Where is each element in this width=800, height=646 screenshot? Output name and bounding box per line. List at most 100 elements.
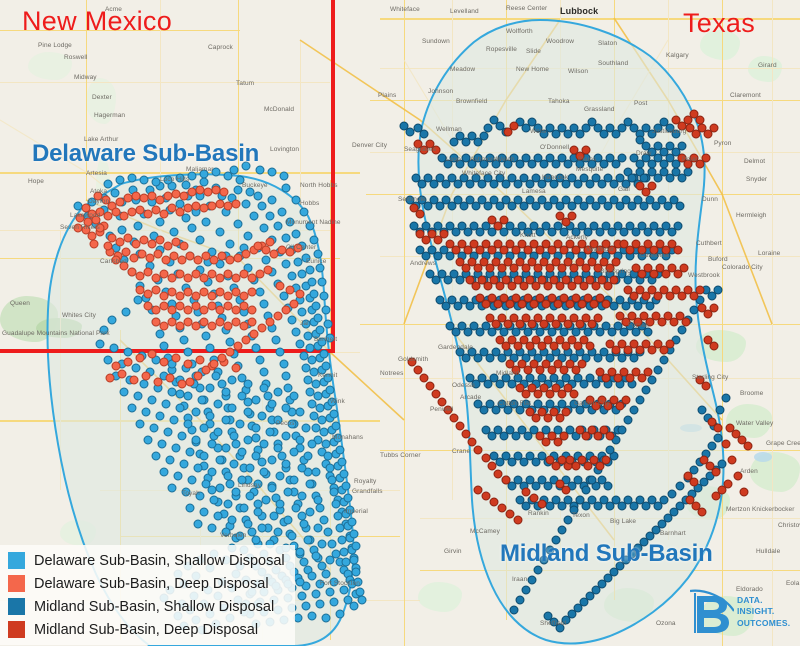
well-marker-ds[interactable] (251, 395, 261, 405)
well-marker-md[interactable] (711, 467, 721, 477)
well-marker-ds[interactable] (201, 479, 211, 489)
well-marker-ds[interactable] (155, 217, 165, 227)
well-marker-ds[interactable] (305, 479, 315, 489)
well-marker-ds[interactable] (295, 577, 305, 587)
well-marker-ds[interactable] (179, 459, 189, 469)
well-marker-dd[interactable] (193, 371, 203, 381)
well-marker-ds[interactable] (343, 493, 353, 503)
well-marker-ds[interactable] (281, 233, 291, 243)
well-marker-dd[interactable] (159, 357, 169, 367)
well-marker-ds[interactable] (317, 337, 327, 347)
well-marker-md[interactable] (493, 469, 503, 479)
well-marker-md[interactable] (621, 395, 631, 405)
well-marker-dd[interactable] (231, 363, 241, 373)
well-marker-dd[interactable] (171, 353, 181, 363)
well-marker-ds[interactable] (345, 505, 355, 515)
well-marker-ds[interactable] (155, 411, 165, 421)
well-marker-ds[interactable] (241, 199, 251, 209)
well-marker-ds[interactable] (253, 507, 263, 517)
well-marker-ds[interactable] (181, 487, 191, 497)
well-marker-dd[interactable] (295, 289, 305, 299)
well-marker-ds[interactable] (307, 439, 317, 449)
well-marker-ds[interactable] (349, 601, 359, 611)
well-marker-ds[interactable] (291, 327, 301, 337)
well-marker-md[interactable] (697, 507, 707, 517)
well-marker-ds[interactable] (205, 411, 215, 421)
well-marker-ds[interactable] (191, 407, 201, 417)
well-marker-ds[interactable] (311, 301, 321, 311)
well-marker-md[interactable] (601, 455, 611, 465)
well-marker-md[interactable] (709, 341, 719, 351)
well-marker-md[interactable] (695, 115, 705, 125)
well-marker-md[interactable] (611, 257, 621, 267)
well-marker-ds[interactable] (211, 167, 221, 177)
well-marker-ds[interactable] (315, 263, 325, 273)
well-marker-md[interactable] (461, 429, 471, 439)
well-marker-ds[interactable] (183, 391, 193, 401)
well-marker-ds[interactable] (267, 167, 277, 177)
well-marker-ds[interactable] (259, 367, 269, 377)
well-marker-ds[interactable] (235, 419, 245, 429)
well-marker-dd[interactable] (217, 353, 227, 363)
well-marker-ds[interactable] (349, 529, 359, 539)
well-marker-ds[interactable] (295, 339, 305, 349)
well-marker-dd[interactable] (285, 285, 295, 295)
well-marker-ds[interactable] (143, 435, 153, 445)
well-marker-ds[interactable] (95, 339, 105, 349)
well-marker-ds[interactable] (329, 409, 339, 419)
well-marker-ds[interactable] (225, 239, 235, 249)
well-marker-ds[interactable] (325, 333, 335, 343)
well-marker-ms[interactable] (675, 481, 685, 491)
well-marker-md[interactable] (647, 181, 657, 191)
well-marker-ds[interactable] (133, 391, 143, 401)
well-marker-ms[interactable] (509, 605, 519, 615)
well-marker-ds[interactable] (235, 531, 245, 541)
well-marker-ds[interactable] (213, 427, 223, 437)
well-marker-md[interactable] (577, 359, 587, 369)
well-marker-ms[interactable] (515, 595, 525, 605)
well-marker-ds[interactable] (227, 403, 237, 413)
well-marker-ds[interactable] (259, 383, 269, 393)
well-marker-ms[interactable] (675, 201, 685, 211)
well-marker-ds[interactable] (193, 519, 203, 529)
well-marker-md[interactable] (689, 477, 699, 487)
well-marker-ds[interactable] (183, 347, 193, 357)
well-marker-ds[interactable] (281, 459, 291, 469)
well-marker-ds[interactable] (257, 457, 267, 467)
well-marker-dd[interactable] (209, 359, 219, 369)
well-marker-ds[interactable] (127, 173, 137, 183)
well-marker-md[interactable] (559, 431, 569, 441)
well-marker-ds[interactable] (277, 207, 287, 217)
well-marker-md[interactable] (567, 211, 577, 221)
well-marker-ds[interactable] (283, 487, 293, 497)
well-marker-ds[interactable] (199, 169, 209, 179)
well-marker-ds[interactable] (243, 379, 253, 389)
well-marker-ds[interactable] (119, 387, 129, 397)
well-marker-ms[interactable] (653, 365, 663, 375)
well-marker-ds[interactable] (173, 471, 183, 481)
well-marker-dd[interactable] (225, 347, 235, 357)
well-marker-ds[interactable] (279, 291, 289, 301)
well-marker-dd[interactable] (135, 353, 145, 363)
well-marker-ms[interactable] (527, 575, 537, 585)
well-marker-ds[interactable] (211, 371, 221, 381)
well-marker-ds[interactable] (287, 419, 297, 429)
well-marker-ds[interactable] (323, 527, 333, 537)
well-marker-ds[interactable] (251, 423, 261, 433)
well-marker-ds[interactable] (273, 221, 283, 231)
well-marker-ds[interactable] (257, 201, 267, 211)
well-marker-ds[interactable] (149, 423, 159, 433)
well-marker-ds[interactable] (221, 415, 231, 425)
well-marker-dd[interactable] (219, 187, 229, 197)
well-marker-ds[interactable] (301, 423, 311, 433)
well-marker-ds[interactable] (311, 467, 321, 477)
well-marker-ds[interactable] (299, 207, 309, 217)
well-marker-ds[interactable] (197, 395, 207, 405)
well-marker-ds[interactable] (191, 435, 201, 445)
well-marker-dd[interactable] (273, 311, 283, 321)
well-marker-ds[interactable] (141, 407, 151, 417)
well-marker-ds[interactable] (201, 331, 211, 341)
well-marker-ds[interactable] (167, 387, 177, 397)
well-marker-ds[interactable] (273, 387, 283, 397)
